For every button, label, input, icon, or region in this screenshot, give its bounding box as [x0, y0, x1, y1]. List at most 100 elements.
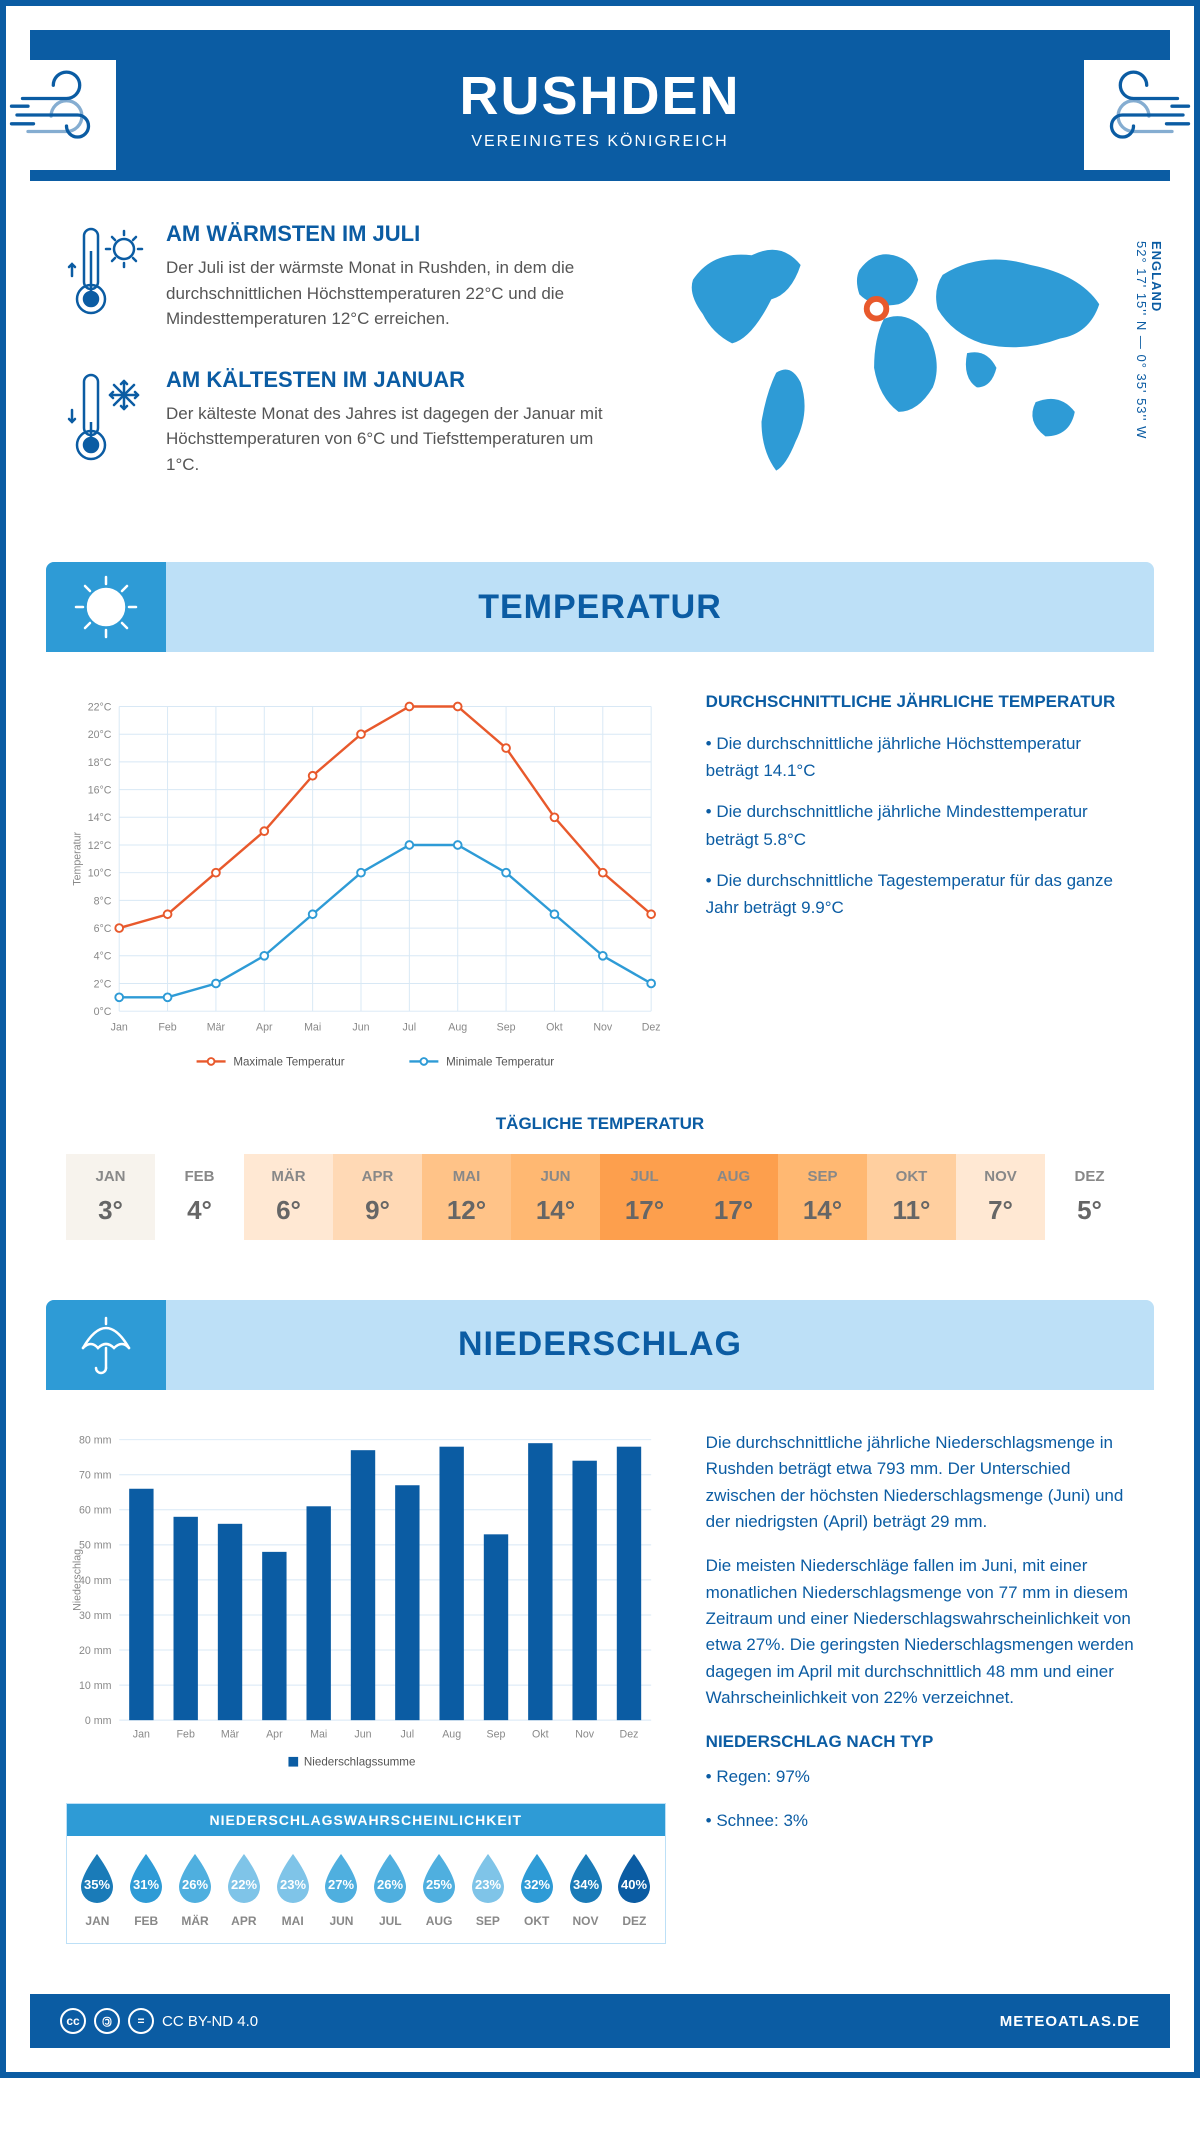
svg-text:Nov: Nov: [593, 1022, 613, 1034]
daily-temp-cell: OKT11°: [867, 1154, 956, 1240]
by-icon: 🄯: [94, 2008, 120, 2034]
temp-bullet: • Die durchschnittliche jährliche Höchst…: [706, 730, 1134, 784]
precip-paragraph-2: Die meisten Niederschläge fallen im Juni…: [706, 1553, 1134, 1711]
daily-temp-cell: FEB4°: [155, 1154, 244, 1240]
svg-text:Temperatur: Temperatur: [72, 832, 84, 886]
svg-text:Feb: Feb: [158, 1022, 176, 1034]
svg-text:Okt: Okt: [532, 1728, 549, 1740]
warmest-title: AM WÄRMSTEN IM JULI: [166, 221, 604, 247]
svg-text:32%: 32%: [524, 1877, 550, 1892]
precip-type-rain: • Regen: 97%: [706, 1764, 1134, 1790]
svg-text:Mär: Mär: [221, 1728, 240, 1740]
warmest-text: Der Juli ist der wärmste Monat in Rushde…: [166, 255, 604, 332]
header-banner: RUSHDEN VEREINIGTES KÖNIGREICH: [30, 30, 1170, 181]
svg-text:16°C: 16°C: [88, 784, 112, 796]
daily-temp-heading: TÄGLICHE TEMPERATUR: [66, 1114, 1134, 1134]
svg-text:Apr: Apr: [256, 1022, 273, 1034]
footer: cc 🄯 = CC BY-ND 4.0 METEOATLAS.DE: [30, 1994, 1170, 2048]
precip-type-snow: • Schnee: 3%: [706, 1808, 1134, 1834]
daily-temp-cell: JUL17°: [600, 1154, 689, 1240]
svg-text:Mai: Mai: [304, 1022, 321, 1034]
svg-text:70 mm: 70 mm: [79, 1469, 112, 1481]
svg-text:14°C: 14°C: [88, 812, 112, 824]
precip-prob-drop: 35% JAN: [75, 1851, 120, 1928]
svg-text:Nov: Nov: [575, 1728, 595, 1740]
svg-text:40%: 40%: [621, 1877, 647, 1892]
svg-text:22°C: 22°C: [88, 701, 112, 713]
svg-text:26%: 26%: [377, 1877, 403, 1892]
temperature-heading: TEMPERATUR: [478, 588, 722, 627]
city-title: RUSHDEN: [50, 65, 1150, 127]
precipitation-bar-chart: 0 mm10 mm20 mm30 mm40 mm50 mm60 mm70 mm8…: [66, 1430, 666, 1783]
daily-temp-cell: JAN3°: [66, 1154, 155, 1240]
svg-text:Jun: Jun: [354, 1728, 371, 1740]
temp-bullet: • Die durchschnittliche jährliche Mindes…: [706, 798, 1134, 852]
coldest-title: AM KÄLTESTEN IM JANUAR: [166, 367, 604, 393]
umbrella-icon: [46, 1300, 166, 1390]
svg-text:Apr: Apr: [266, 1728, 283, 1740]
svg-text:Jan: Jan: [111, 1022, 128, 1034]
svg-text:10°C: 10°C: [88, 868, 112, 880]
wind-icon: [1084, 60, 1194, 170]
daily-temp-strip: JAN3°FEB4°MÄR6°APR9°MAI12°JUN14°JUL17°AU…: [66, 1154, 1134, 1240]
precip-prob-drop: 26% JUL: [368, 1851, 413, 1928]
temperature-section-header: TEMPERATUR: [46, 562, 1154, 652]
svg-text:Niederschlag: Niederschlag: [72, 1549, 84, 1611]
temp-bullet: • Die durchschnittliche Tagestemperatur …: [706, 867, 1134, 921]
svg-text:6°C: 6°C: [94, 923, 112, 935]
svg-text:Mär: Mär: [207, 1022, 226, 1034]
coordinates: ENGLAND 52° 17' 15'' N — 0° 35' 53'' W: [1134, 241, 1164, 439]
prob-heading: NIEDERSCHLAGSWAHRSCHEINLICHKEIT: [67, 1804, 665, 1836]
svg-text:Mai: Mai: [310, 1728, 327, 1740]
svg-text:12°C: 12°C: [88, 840, 112, 852]
precip-prob-drop: 25% AUG: [417, 1851, 462, 1928]
svg-text:Okt: Okt: [546, 1022, 563, 1034]
precip-prob-drop: 23% SEP: [466, 1851, 511, 1928]
coords-value: 52° 17' 15'' N — 0° 35' 53'' W: [1134, 241, 1149, 439]
precip-prob-drop: 27% JUN: [319, 1851, 364, 1928]
precip-prob-drop: 40% DEZ: [612, 1851, 657, 1928]
daily-temp-cell: MÄR6°: [244, 1154, 333, 1240]
cc-icon: cc: [60, 2008, 86, 2034]
svg-text:80 mm: 80 mm: [79, 1434, 112, 1446]
svg-text:31%: 31%: [133, 1877, 159, 1892]
daily-temp-cell: AUG17°: [689, 1154, 778, 1240]
precip-prob-drop: 34% NOV: [563, 1851, 608, 1928]
daily-temp-cell: NOV7°: [956, 1154, 1045, 1240]
svg-text:Minimale Temperatur: Minimale Temperatur: [446, 1055, 554, 1068]
svg-text:Aug: Aug: [442, 1728, 461, 1740]
sun-icon: [46, 562, 166, 652]
wind-icon: [6, 60, 116, 170]
temperature-line-chart: 0°C2°C4°C6°C8°C10°C12°C14°C16°C18°C20°C2…: [66, 692, 666, 1084]
nd-icon: =: [128, 2008, 154, 2034]
thermometer-snow-icon: [66, 367, 146, 478]
svg-text:Dez: Dez: [642, 1022, 661, 1034]
svg-text:25%: 25%: [426, 1877, 452, 1892]
country-subtitle: VEREINIGTES KÖNIGREICH: [50, 133, 1150, 151]
svg-text:Jan: Jan: [133, 1728, 150, 1740]
svg-text:4°C: 4°C: [94, 951, 112, 963]
precip-prob-drop: 23% MAI: [270, 1851, 315, 1928]
svg-text:35%: 35%: [84, 1877, 110, 1892]
daily-temp-cell: SEP14°: [778, 1154, 867, 1240]
svg-text:40 mm: 40 mm: [79, 1575, 112, 1587]
svg-text:0 mm: 0 mm: [85, 1715, 112, 1727]
precip-prob-drop: 26% MÄR: [173, 1851, 218, 1928]
svg-text:Feb: Feb: [177, 1728, 195, 1740]
svg-text:20 mm: 20 mm: [79, 1645, 112, 1657]
svg-text:34%: 34%: [573, 1877, 599, 1892]
precip-paragraph-1: Die durchschnittliche jährliche Niedersc…: [706, 1430, 1134, 1535]
svg-text:20°C: 20°C: [88, 729, 112, 741]
precip-prob-drop: 22% APR: [221, 1851, 266, 1928]
svg-text:22%: 22%: [231, 1877, 257, 1892]
world-map: ENGLAND 52° 17' 15'' N — 0° 35' 53'' W: [644, 221, 1134, 500]
svg-text:Jun: Jun: [352, 1022, 369, 1034]
svg-text:Maximale Temperatur: Maximale Temperatur: [233, 1055, 344, 1068]
daily-temp-cell: DEZ5°: [1045, 1154, 1134, 1240]
svg-text:Jul: Jul: [403, 1022, 417, 1034]
license-text: CC BY-ND 4.0: [162, 2013, 258, 2030]
daily-temp-cell: APR9°: [333, 1154, 422, 1240]
svg-text:26%: 26%: [182, 1877, 208, 1892]
svg-text:Aug: Aug: [448, 1022, 467, 1034]
precip-prob-drop: 32% OKT: [514, 1851, 559, 1928]
